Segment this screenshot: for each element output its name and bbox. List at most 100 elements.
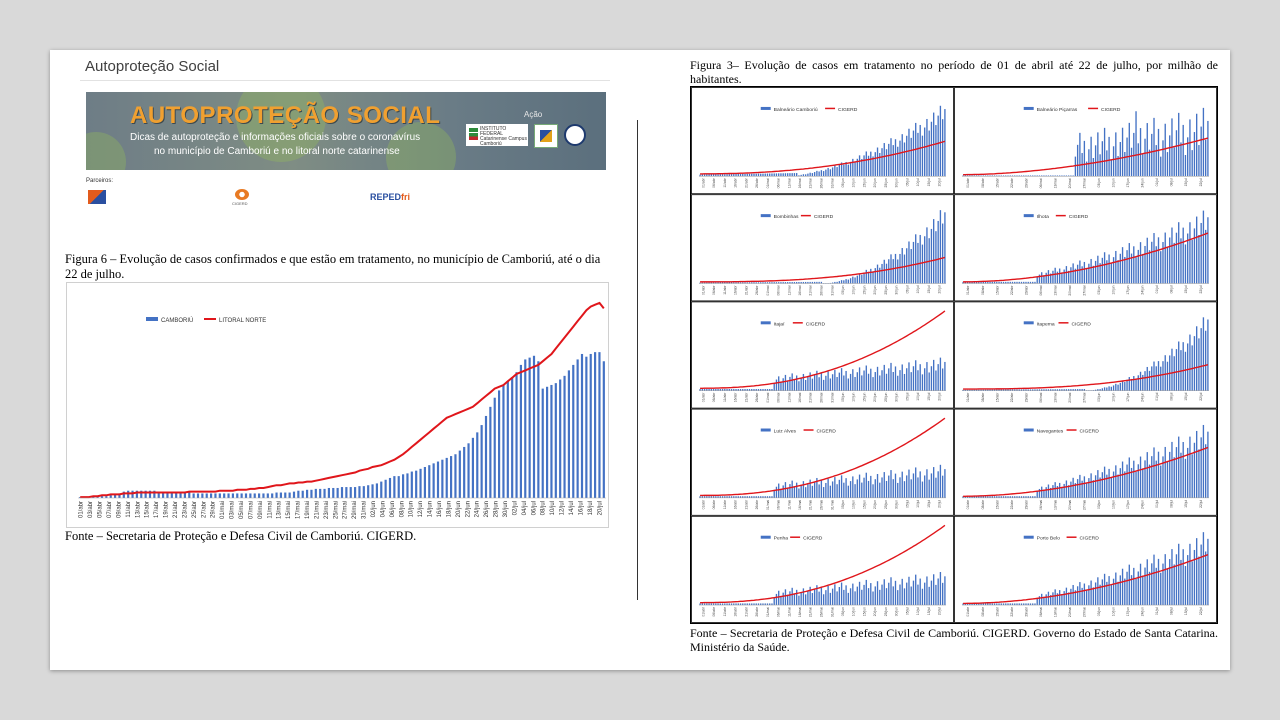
chart-bar [1169, 135, 1171, 177]
chart-bar [1171, 549, 1173, 606]
chart-bar [885, 588, 888, 606]
chart-bar [742, 496, 744, 498]
chart-bar [771, 173, 773, 177]
chart-bar [838, 164, 841, 177]
chart-bar [1108, 576, 1110, 606]
chart-bar [757, 496, 760, 498]
chart-bar [1076, 389, 1079, 391]
chart-bar [784, 173, 787, 177]
chart-bar [1047, 591, 1050, 606]
chart-bar [872, 484, 874, 498]
chart-bar [223, 493, 226, 498]
chart-bar [962, 175, 964, 177]
chart-bar [1144, 245, 1146, 284]
chart-bar [1193, 228, 1196, 284]
chart-bar [699, 282, 701, 284]
chart-bar [933, 467, 935, 498]
chart-bar [773, 489, 775, 498]
chart-bar [755, 603, 757, 606]
chart-bar [915, 360, 917, 391]
chart-bar [924, 475, 926, 498]
chart-bar [1157, 237, 1160, 284]
panel-frame [954, 87, 1217, 195]
chart-bar [441, 459, 444, 498]
x-tick-label: 01/abr [701, 392, 705, 402]
chart-bar [1011, 603, 1014, 606]
chart-bar [966, 281, 969, 284]
x-tick-label: 12/jun [418, 501, 424, 517]
chart-bar [1110, 477, 1113, 498]
x-tick-label: 10/jul [916, 500, 920, 508]
chart-bar [944, 109, 946, 177]
x-tick-label: 15/jun [862, 285, 866, 294]
x-tick-label: 26/abr [755, 285, 759, 295]
chart-bar [897, 482, 899, 498]
chart-bar [746, 389, 748, 391]
x-tick-label: 20/mai [1068, 607, 1072, 617]
legend-label-municipality: Penha [774, 536, 789, 542]
x-tick-label: 01/mai [220, 501, 226, 519]
chart-bar [710, 389, 712, 391]
x-tick-label: 16/jul [578, 501, 584, 515]
chart-bar [975, 281, 978, 284]
chart-bar [1029, 496, 1032, 498]
chart-bar [973, 603, 975, 606]
x-tick-label: 11/abr [723, 285, 727, 295]
chart-bar [703, 174, 706, 177]
chart-bar [1157, 451, 1160, 498]
chart-bar [179, 491, 182, 498]
chart-bar [881, 148, 883, 177]
chart-bar [843, 164, 845, 177]
x-tick-label: 20/jun [873, 393, 877, 402]
chart-bar [1018, 389, 1020, 391]
chart-bar [109, 495, 112, 498]
x-tick-label: 22/abr [1010, 499, 1014, 509]
chart-bar [201, 493, 204, 498]
chart-bar [1083, 140, 1086, 177]
chart-bar [858, 367, 861, 391]
x-tick-label: 31/mai [830, 285, 834, 295]
chart-bar [969, 496, 971, 498]
x-tick-label: 22/jun [465, 501, 471, 517]
chart-bar [580, 353, 584, 498]
chart-bar [829, 169, 832, 177]
chart-bar [748, 389, 751, 391]
chart-bar [791, 373, 793, 391]
chart-bar [784, 282, 787, 284]
chart-bar [1187, 233, 1189, 284]
chart-bar [1178, 112, 1180, 177]
chart-bar [717, 174, 719, 177]
x-tick-label: 27/mai [1083, 392, 1087, 402]
x-tick-label: 16/abr [734, 499, 738, 509]
x-tick-label: 17/abr [154, 501, 160, 518]
chart-bar [1189, 119, 1191, 177]
chart-bar [1202, 210, 1205, 284]
chart-bar [1130, 467, 1133, 498]
x-tick-label: 25/jun [884, 285, 888, 294]
chart-bar [915, 574, 917, 606]
x-tick-label: 10/jun [1112, 500, 1116, 509]
legend-swatch-municipality [1023, 214, 1034, 218]
chart-bar [939, 105, 942, 177]
chart-bar [1041, 272, 1043, 284]
x-tick-label: 14/jun [428, 501, 434, 517]
chart-bar [854, 277, 856, 284]
chart-bar [993, 603, 996, 606]
chart-bar [1112, 578, 1115, 606]
x-tick-label: 21/abr [744, 499, 748, 509]
x-tick-label: 22/jul [1199, 500, 1203, 508]
chart-bar [874, 152, 876, 177]
chart-bar [1153, 233, 1155, 284]
chart-bar [811, 593, 814, 606]
chart-bar [845, 370, 847, 391]
banner-title: AUTOPROTEÇÃO SOCIAL [130, 102, 441, 129]
chart-bar [778, 483, 780, 498]
series-line-cigerd [963, 232, 1209, 283]
chart-bar [1151, 456, 1153, 498]
chart-bar [1011, 281, 1014, 284]
chart-bar [751, 173, 753, 177]
chart-bar [1144, 567, 1146, 606]
chart-bar [737, 496, 739, 498]
chart-bar [1146, 123, 1148, 177]
chart-bar [589, 353, 592, 498]
